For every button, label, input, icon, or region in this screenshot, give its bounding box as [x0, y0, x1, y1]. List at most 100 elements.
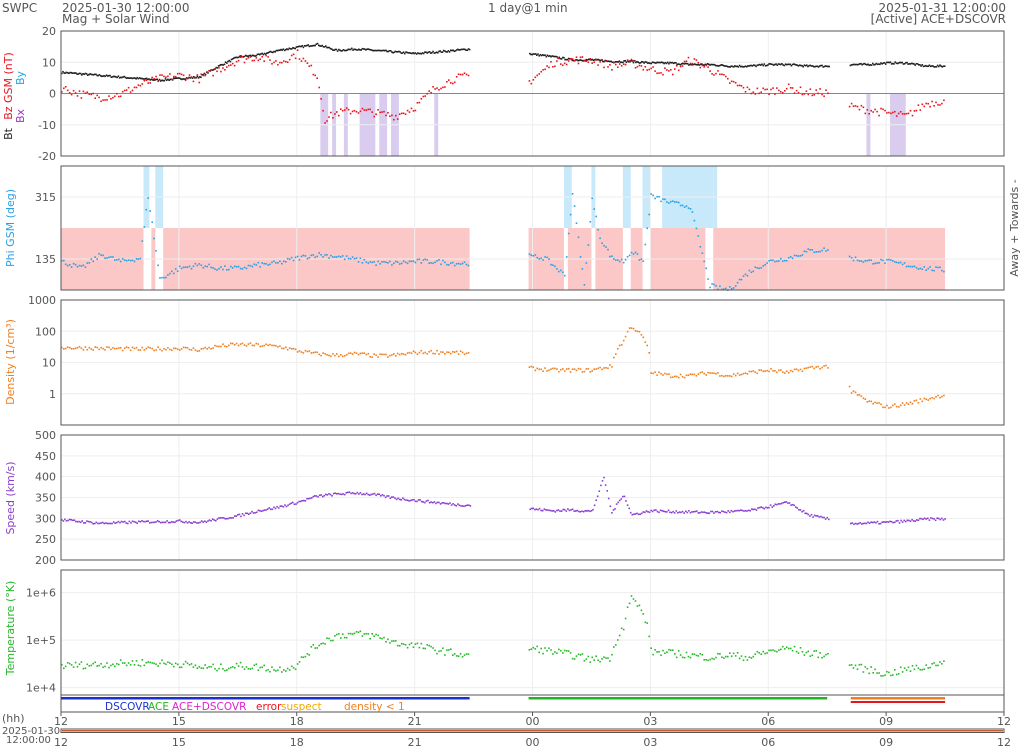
temperature-point	[666, 651, 668, 653]
bt-point	[114, 75, 116, 78]
bt-point	[333, 49, 335, 51]
phi-point	[404, 261, 407, 264]
density-point	[607, 367, 609, 370]
phi-point	[463, 261, 466, 263]
density-point	[121, 349, 124, 352]
bz-point	[108, 95, 110, 97]
x-tick-label-bottom: 00	[526, 736, 540, 748]
bt-point	[722, 64, 724, 67]
bt-point	[811, 65, 814, 67]
temperature-point	[133, 664, 136, 666]
temperature-point	[754, 653, 757, 655]
bt-point	[695, 63, 697, 66]
bz-point	[725, 75, 727, 78]
temperature-point	[112, 663, 114, 666]
speed-point	[930, 517, 932, 519]
bz-point	[410, 107, 413, 110]
bt-point	[387, 50, 390, 53]
bt-point	[892, 62, 894, 65]
speed-point	[166, 520, 168, 522]
density-point	[389, 354, 391, 357]
phi-point	[705, 267, 707, 270]
bz-point	[658, 72, 660, 74]
density-point	[418, 351, 421, 354]
bt-point	[274, 51, 276, 53]
speed-point	[263, 509, 266, 511]
bt-point	[732, 66, 735, 68]
temperature-point	[858, 663, 861, 666]
density-point	[214, 344, 216, 347]
phi-point	[921, 268, 924, 270]
bt-point	[563, 56, 565, 59]
bz-point	[304, 60, 307, 62]
density-point	[784, 372, 786, 374]
bz-point	[245, 58, 248, 60]
bt-point	[393, 51, 395, 54]
bz-point	[593, 61, 595, 63]
bz-point	[277, 63, 279, 66]
bt-point	[454, 50, 457, 52]
bz-point	[247, 57, 250, 59]
bz-point	[766, 88, 768, 91]
density-point	[907, 403, 910, 405]
phi-point	[636, 253, 639, 255]
speed-point	[188, 521, 190, 523]
bt-point	[783, 64, 786, 67]
temperature-point	[711, 657, 713, 660]
bt-point	[710, 63, 713, 66]
speed-point	[435, 502, 437, 505]
bt-point	[389, 50, 392, 52]
density-point	[64, 347, 67, 350]
bz-point	[119, 95, 122, 98]
bz-point	[758, 92, 760, 95]
speed-point	[755, 509, 758, 511]
speed-point	[861, 523, 863, 525]
temperature-point	[630, 595, 633, 597]
bt-point	[404, 52, 406, 55]
bt-point	[431, 51, 433, 54]
bt-point	[791, 63, 794, 66]
speed-point	[361, 493, 363, 496]
bt-point	[800, 64, 802, 67]
bt-point	[342, 49, 345, 51]
temperature-point	[789, 647, 792, 650]
phi-point	[768, 259, 770, 262]
density-point	[599, 366, 601, 369]
bz-point	[911, 114, 914, 117]
phi-point	[249, 264, 252, 267]
density-point	[764, 370, 766, 372]
speed-point	[601, 480, 604, 482]
density-point	[789, 369, 792, 372]
density-point	[82, 349, 85, 351]
bt-point	[615, 61, 617, 63]
phi-point	[532, 255, 535, 257]
bz-point	[414, 109, 417, 112]
speed-point	[98, 522, 101, 525]
speed-point	[122, 521, 124, 523]
phi-point	[400, 262, 403, 265]
bt-point	[234, 56, 236, 59]
speed-point	[101, 521, 104, 524]
temperature-point	[536, 645, 538, 648]
phi-point	[63, 259, 65, 262]
bz-point	[112, 96, 114, 99]
phi-point	[695, 227, 698, 230]
bz-point	[848, 105, 851, 108]
bt-point	[823, 65, 826, 68]
speed-point	[744, 510, 747, 512]
speed-point	[798, 509, 800, 511]
bt-point	[336, 50, 339, 52]
density-point	[434, 352, 436, 355]
temperature-point	[363, 633, 366, 635]
bz-point	[459, 73, 462, 76]
bt-point	[773, 64, 775, 66]
bt-point	[140, 77, 142, 80]
x-tick-label-bottom: 09	[879, 736, 893, 748]
bz-point	[562, 64, 564, 67]
density-point	[110, 348, 112, 351]
speed-point	[392, 496, 395, 498]
bt-point	[313, 44, 315, 47]
phi-point	[318, 252, 320, 254]
bz-point	[202, 74, 205, 77]
density-point	[438, 353, 440, 355]
